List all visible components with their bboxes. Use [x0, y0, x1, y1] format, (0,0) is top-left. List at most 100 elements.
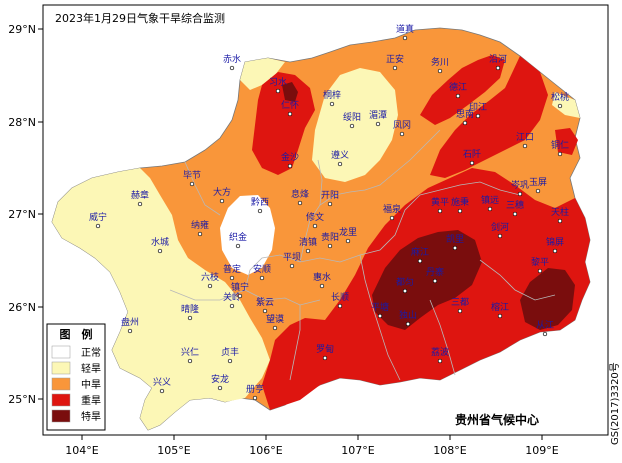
- city-marker: [187, 315, 193, 321]
- city-label: 安龙: [211, 373, 229, 385]
- city-label: 凯里: [446, 233, 464, 245]
- city-marker: [497, 313, 503, 319]
- city-label: 黄平: [431, 196, 449, 208]
- city-marker: [137, 201, 143, 207]
- city-label: 赫章: [131, 189, 149, 201]
- city-marker: [187, 358, 193, 364]
- x-tick-105: 105°E: [157, 444, 190, 457]
- legend-swatch-0: [51, 345, 71, 359]
- city-marker: [337, 303, 343, 309]
- city-marker: [377, 313, 383, 319]
- city-label: 务川: [431, 56, 449, 68]
- y-tick-28: 28°N: [8, 116, 36, 129]
- city-label: 大方: [213, 186, 231, 198]
- city-marker: [375, 121, 381, 127]
- city-label: 铜仁: [551, 139, 569, 151]
- city-label: 毕节: [183, 169, 201, 181]
- city-marker: [275, 88, 281, 94]
- city-marker: [262, 308, 268, 314]
- city-label: 印江: [469, 101, 487, 113]
- city-marker: [319, 283, 325, 289]
- city-marker: [495, 65, 501, 71]
- city-label: 望谟: [266, 313, 284, 325]
- city-label: 关岭: [223, 291, 241, 303]
- city-marker: [535, 188, 541, 194]
- city-marker: [95, 223, 101, 229]
- map-title: 2023年1月29日气象干旱综合监测: [55, 11, 225, 25]
- city-marker: [197, 231, 203, 237]
- city-marker: [557, 218, 563, 224]
- city-label: 德江: [449, 81, 467, 93]
- city-label: 惠水: [313, 271, 331, 283]
- legend-label-2: 中旱: [81, 378, 101, 391]
- x-tick-108: 108°E: [433, 444, 466, 457]
- city-marker: [542, 331, 548, 337]
- city-label: 紫云: [256, 297, 274, 308]
- city-label: 荔波: [431, 346, 449, 358]
- city-label: 罗甸: [316, 343, 334, 355]
- city-label: 平坝: [283, 252, 301, 263]
- legend-title: 图 例: [60, 327, 93, 341]
- city-marker: [487, 206, 493, 212]
- city-label: 开阳: [321, 190, 339, 201]
- city-label: 安顺: [253, 263, 271, 275]
- city-label: 正安: [386, 53, 404, 65]
- city-label: 三都: [451, 297, 469, 308]
- legend-swatch-3: [51, 393, 71, 407]
- city-marker: [462, 120, 468, 126]
- y-tick-29: 29°N: [8, 23, 36, 36]
- city-label: 赤水: [223, 53, 241, 65]
- legend-label-3: 重旱: [81, 394, 101, 407]
- city-label: 仁怀: [281, 99, 299, 111]
- admin-boundaries: [169, 129, 556, 381]
- city-marker: [537, 268, 543, 274]
- city-marker: [259, 275, 265, 281]
- city-label: 息烽: [291, 188, 309, 200]
- city-label: 剑河: [491, 221, 509, 233]
- city-label: 思南: [456, 108, 474, 120]
- y-tick-25: 25°N: [8, 393, 36, 406]
- city-label: 湄潭: [369, 110, 387, 121]
- city-marker: [237, 293, 243, 299]
- city-label: 从江: [536, 320, 554, 331]
- city-marker: [287, 163, 293, 169]
- city-marker: [402, 35, 408, 41]
- city-marker: [305, 248, 311, 254]
- city-marker: [219, 198, 225, 204]
- city-marker: [322, 355, 328, 361]
- region-light-center-north: [312, 68, 398, 182]
- axis-ticks: [38, 28, 543, 440]
- city-label: 织金: [229, 231, 247, 243]
- city-marker: [312, 223, 318, 229]
- city-marker: [437, 208, 443, 214]
- x-tick-109: 109°E: [525, 444, 558, 457]
- city-label: 水城: [151, 236, 169, 248]
- y-tick-27: 27°N: [8, 208, 36, 221]
- city-marker: [557, 151, 563, 157]
- city-marker: [457, 308, 463, 314]
- city-label: 镇宁: [231, 281, 249, 293]
- city-marker: [229, 65, 235, 71]
- city-marker: [297, 200, 303, 206]
- legend-swatch-1: [51, 361, 71, 375]
- city-marker: [207, 283, 213, 289]
- city-label: 修文: [306, 211, 324, 223]
- city-marker: [345, 238, 351, 244]
- city-marker: [329, 101, 335, 107]
- city-label: 长顺: [331, 291, 349, 303]
- city-marker: [157, 248, 163, 254]
- city-label: 镇远: [481, 194, 499, 206]
- city-label: 金沙: [281, 151, 299, 163]
- city-label: 贞丰: [221, 346, 239, 358]
- city-label: 麻江: [411, 246, 429, 258]
- city-label: 三穗: [506, 199, 524, 211]
- city-marker: [287, 111, 293, 117]
- region-light-north: [240, 58, 285, 90]
- city-label: 平塘: [371, 301, 389, 313]
- city-label: 沿河: [489, 53, 507, 65]
- city-label: 晴隆: [181, 303, 199, 315]
- legend-swatch-2: [51, 377, 71, 391]
- city-label: 普定: [223, 263, 241, 275]
